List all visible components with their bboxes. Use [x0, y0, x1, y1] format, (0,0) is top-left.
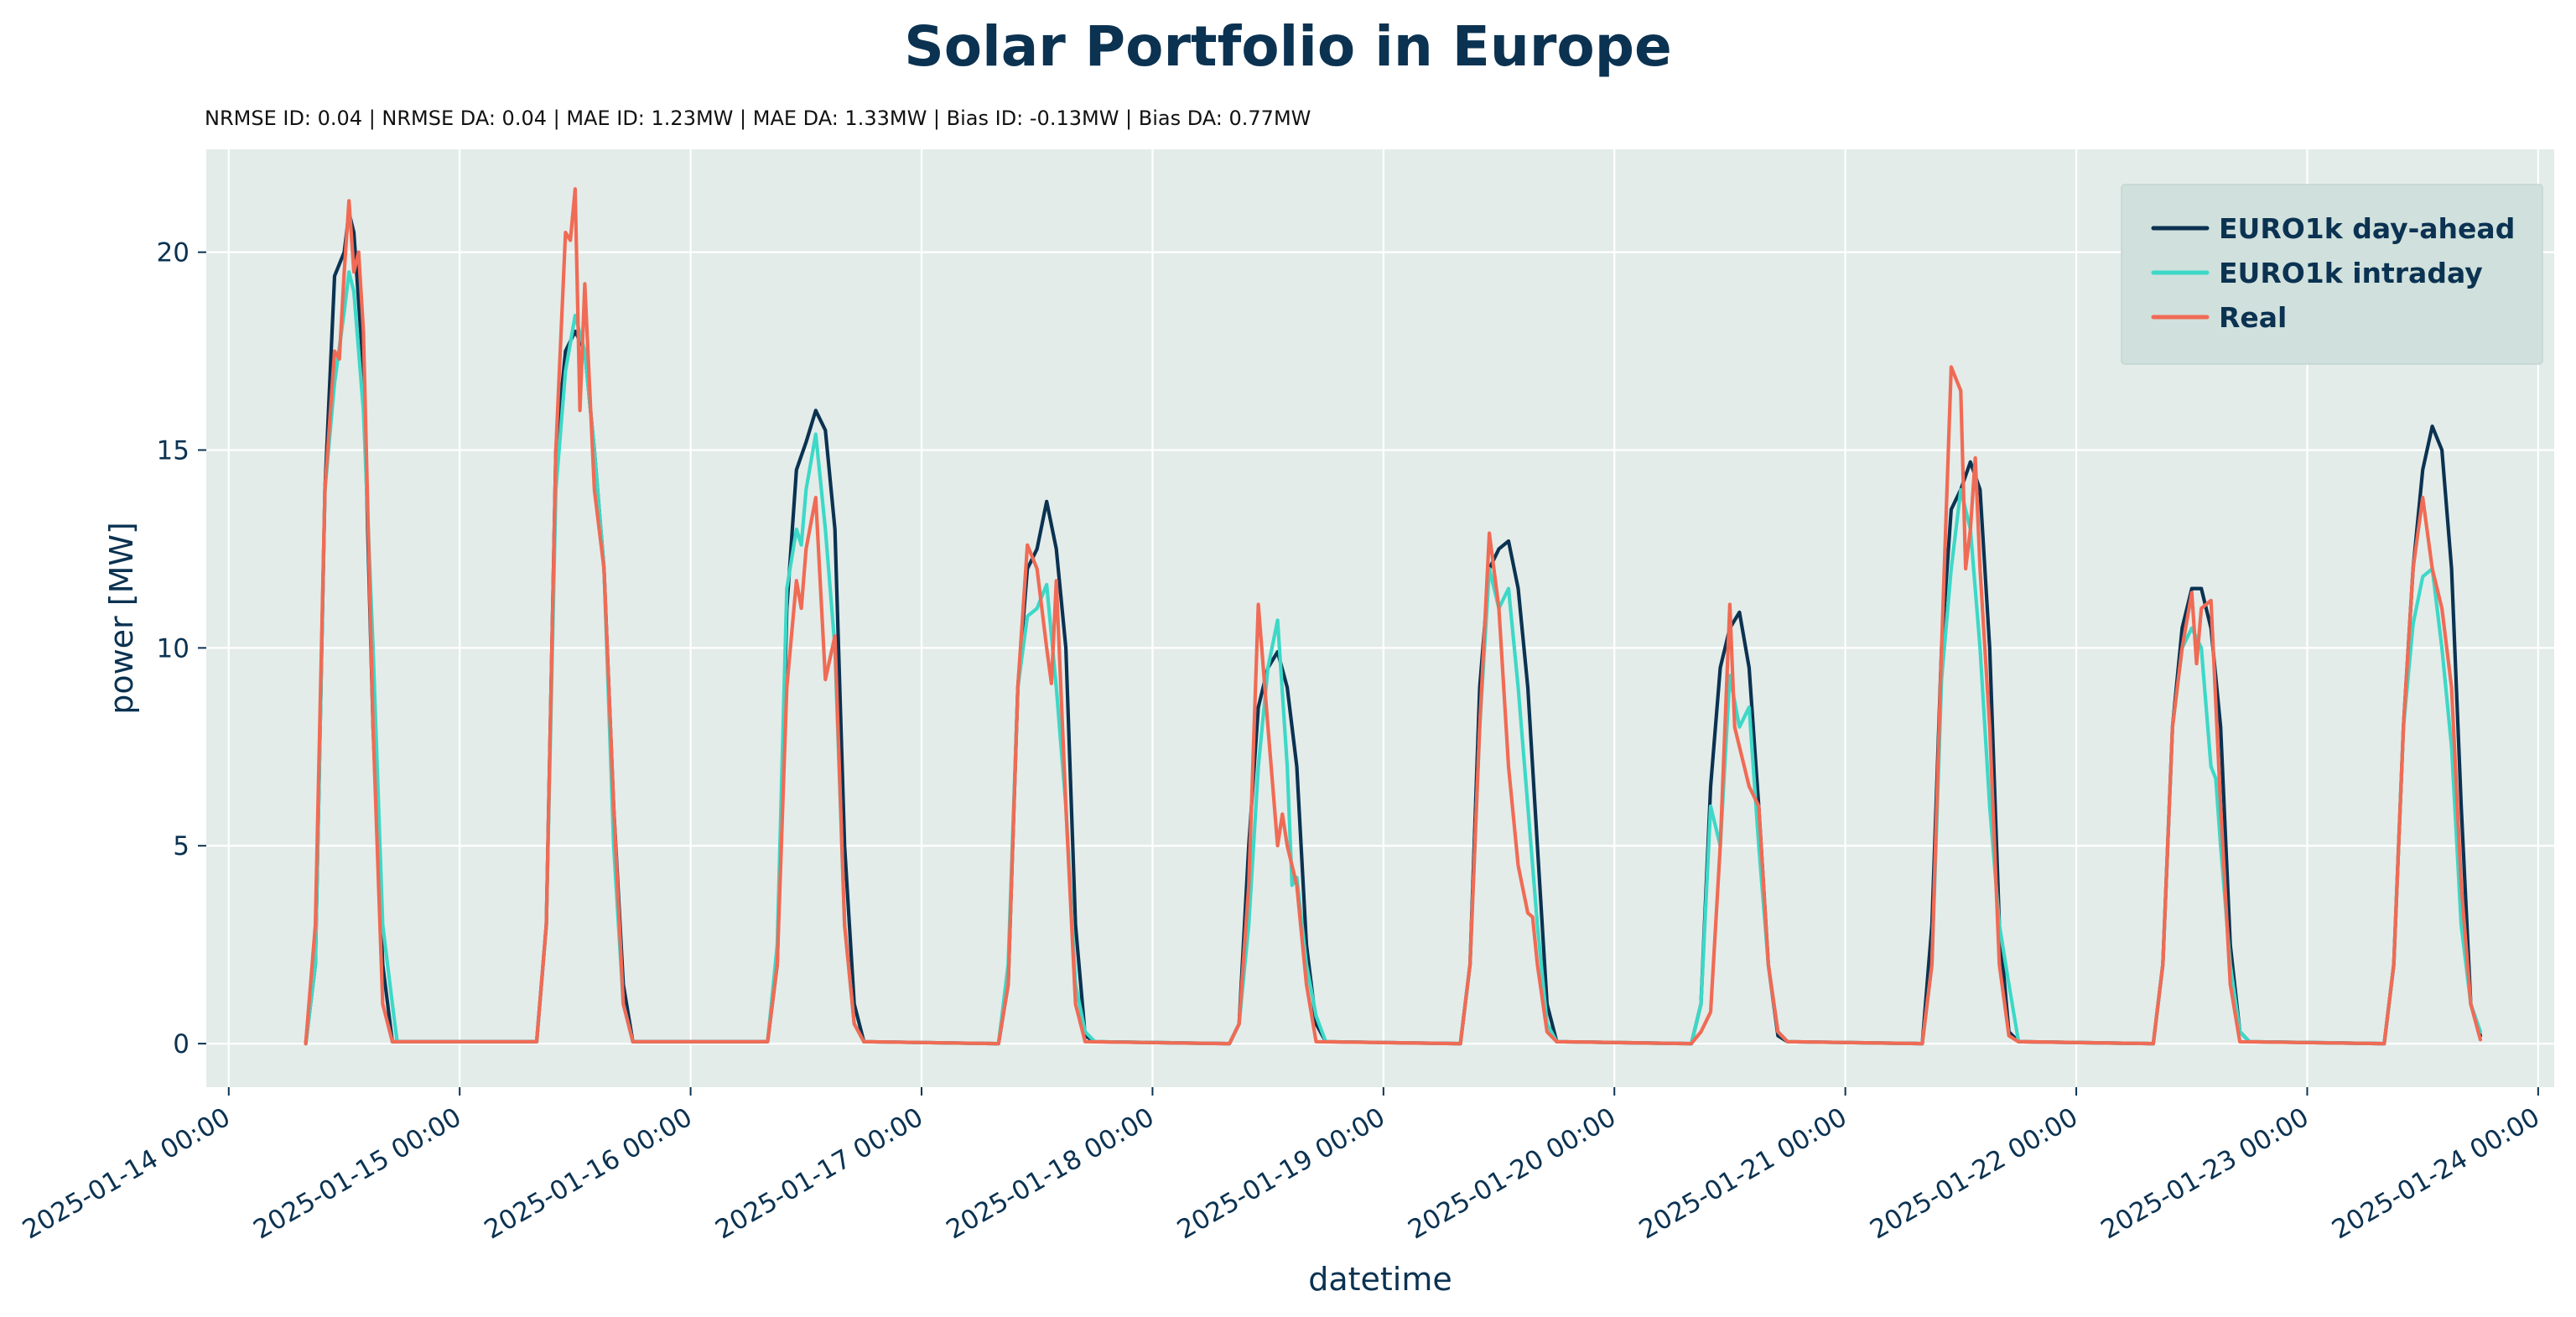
- x-tick-label: 2025-01-20 00:00: [1403, 1102, 1621, 1246]
- x-tick-label: 2025-01-23 00:00: [2096, 1102, 2314, 1246]
- x-tick-label: 2025-01-22 00:00: [1865, 1102, 2083, 1246]
- chart-subtitle: NRMSE ID: 0.04 | NRMSE DA: 0.04 | MAE ID…: [205, 107, 1311, 130]
- x-axis-label: datetime: [1308, 1261, 1452, 1298]
- x-tick-label: 2025-01-16 00:00: [480, 1102, 698, 1246]
- x-tick-label: 2025-01-14 00:00: [18, 1102, 236, 1246]
- series-line-2: [304, 187, 2483, 1046]
- legend-entry: EURO1k intraday: [2219, 257, 2483, 289]
- y-axis: 0 5 10 15 20: [157, 238, 206, 1059]
- y-axis-label: power [MW]: [103, 522, 140, 715]
- x-tick-label: 2025-01-24 00:00: [2327, 1102, 2545, 1246]
- x-tick-label: 2025-01-19 00:00: [1172, 1102, 1390, 1246]
- y-tick-label: 0: [173, 1029, 190, 1059]
- x-tick-label: 2025-01-18 00:00: [941, 1102, 1159, 1246]
- x-tick-label: 2025-01-21 00:00: [1634, 1102, 1852, 1246]
- y-tick-label: 5: [173, 831, 190, 862]
- legend-entry: Real: [2219, 301, 2287, 334]
- legend: EURO1k day-ahead EURO1k intraday Real: [2121, 184, 2543, 365]
- x-axis: 2025-01-14 00:00 2025-01-15 00:00 2025-01-…: [18, 1087, 2545, 1246]
- legend-entry: EURO1k day-ahead: [2219, 212, 2515, 245]
- y-tick-label: 15: [157, 436, 190, 466]
- chart-title: Solar Portfolio in Europe: [904, 14, 1672, 79]
- y-tick-label: 20: [157, 238, 190, 268]
- x-tick-label: 2025-01-17 00:00: [710, 1102, 928, 1246]
- series-layer: [304, 187, 2483, 1046]
- x-tick-label: 2025-01-15 00:00: [248, 1102, 466, 1246]
- legend-box: [2121, 184, 2543, 365]
- y-tick-label: 10: [157, 633, 190, 664]
- grid-lines: [206, 149, 2554, 1087]
